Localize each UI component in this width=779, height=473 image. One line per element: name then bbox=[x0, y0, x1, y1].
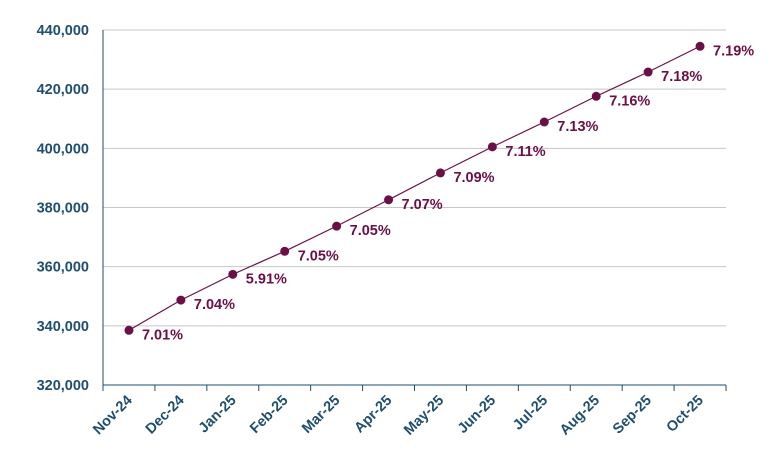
x-tick-label: Apr-25 bbox=[352, 393, 396, 437]
x-tick-label: Nov-24 bbox=[90, 393, 136, 439]
x-tick-label: May-25 bbox=[401, 393, 447, 439]
data-label: 7.05% bbox=[298, 248, 339, 264]
x-tick-label: Feb-25 bbox=[247, 393, 291, 437]
data-point bbox=[228, 269, 238, 279]
x-tick-label: Sep-25 bbox=[610, 393, 655, 438]
data-point bbox=[643, 67, 653, 77]
data-label: 5.91% bbox=[246, 271, 287, 287]
x-tick-label: Jun-25 bbox=[455, 393, 499, 437]
data-point bbox=[539, 117, 549, 127]
y-tick-label: 340,000 bbox=[37, 319, 89, 335]
data-point bbox=[435, 168, 445, 178]
data-label: 7.05% bbox=[350, 223, 391, 239]
data-label: 7.13% bbox=[557, 119, 598, 135]
data-point bbox=[176, 295, 186, 305]
data-label: 7.11% bbox=[505, 144, 545, 160]
y-tick-label: 380,000 bbox=[37, 201, 89, 217]
data-point bbox=[487, 142, 497, 152]
y-tick-label: 400,000 bbox=[37, 141, 89, 157]
data-label: 7.18% bbox=[661, 69, 702, 85]
data-label: 7.07% bbox=[402, 197, 443, 213]
data-point bbox=[124, 325, 134, 335]
data-point bbox=[695, 41, 705, 51]
data-label: 7.16% bbox=[609, 93, 650, 109]
y-tick-label: 420,000 bbox=[37, 82, 89, 98]
data-point bbox=[384, 195, 394, 205]
y-tick-label: 440,000 bbox=[37, 23, 89, 39]
gridlines bbox=[103, 29, 726, 327]
data-point bbox=[591, 91, 601, 101]
x-tick-label: Dec-24 bbox=[143, 393, 188, 438]
y-tick-label: 360,000 bbox=[37, 260, 89, 276]
data-point bbox=[332, 221, 342, 231]
y-tick-label: 320,000 bbox=[37, 378, 89, 394]
data-labels: 7.01% 7.04% 5.91% 7.05% 7.05% 7.07% 7.09% 7.11%… bbox=[142, 43, 754, 343]
x-tick-label: Aug-25 bbox=[557, 393, 603, 439]
data-label: 7.01% bbox=[142, 327, 183, 343]
x-tick-label: Jul-25 bbox=[510, 393, 551, 434]
data-point bbox=[280, 246, 290, 256]
x-tick-label: Mar-25 bbox=[299, 393, 343, 437]
x-tick-label: Oct-25 bbox=[664, 393, 707, 436]
data-label: 7.19% bbox=[713, 43, 754, 59]
series-line bbox=[124, 41, 705, 335]
data-label: 7.04% bbox=[194, 297, 235, 313]
data-label: 7.09% bbox=[453, 170, 494, 186]
series-polyline bbox=[128, 45, 701, 331]
x-tick-label: Jan-25 bbox=[196, 393, 240, 437]
